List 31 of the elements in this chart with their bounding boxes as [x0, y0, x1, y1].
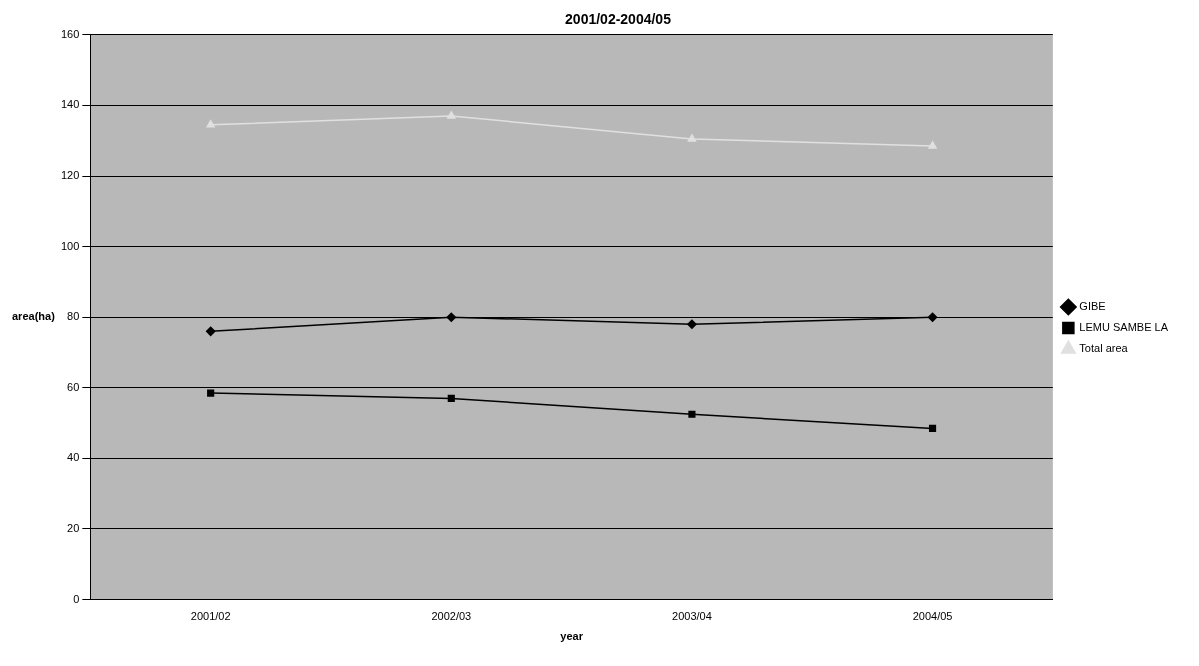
- x-tick-label: 2002/03: [431, 610, 472, 623]
- x-tick-label: 2004/05: [912, 610, 953, 623]
- point: [928, 424, 937, 432]
- point: [207, 389, 215, 397]
- y-axis-title: area(ha): [12, 310, 56, 323]
- x-axis-title: year: [560, 630, 584, 643]
- legend-label: Total area: [1079, 342, 1129, 355]
- y-tick-label: 60: [67, 380, 80, 393]
- y-tick-label: 40: [67, 451, 80, 464]
- y-tick-label: 160: [60, 27, 80, 40]
- point: [687, 134, 697, 142]
- point: [447, 111, 456, 119]
- point: [446, 312, 457, 322]
- point: [205, 326, 216, 337]
- point: [927, 312, 938, 322]
- x-tick-label: 2003/04: [672, 610, 712, 623]
- point: [687, 319, 697, 330]
- point: [928, 141, 937, 149]
- legend-label: LEMU SAMBE LA: [1079, 321, 1169, 334]
- x-tick-label: 2001/02: [190, 610, 231, 623]
- chart-title: 2001/02-2004/05: [565, 11, 672, 28]
- point: [206, 120, 215, 128]
- point: [688, 410, 696, 418]
- y-tick-label: 80: [67, 310, 80, 323]
- legend-label: GIBE: [1079, 300, 1106, 313]
- y-tick-label: 0: [73, 592, 80, 605]
- point: [447, 394, 455, 402]
- y-tick-label: 120: [60, 169, 80, 182]
- y-tick-label: 20: [67, 522, 80, 535]
- y-tick-label: 100: [60, 239, 80, 252]
- y-tick-label: 140: [60, 98, 80, 111]
